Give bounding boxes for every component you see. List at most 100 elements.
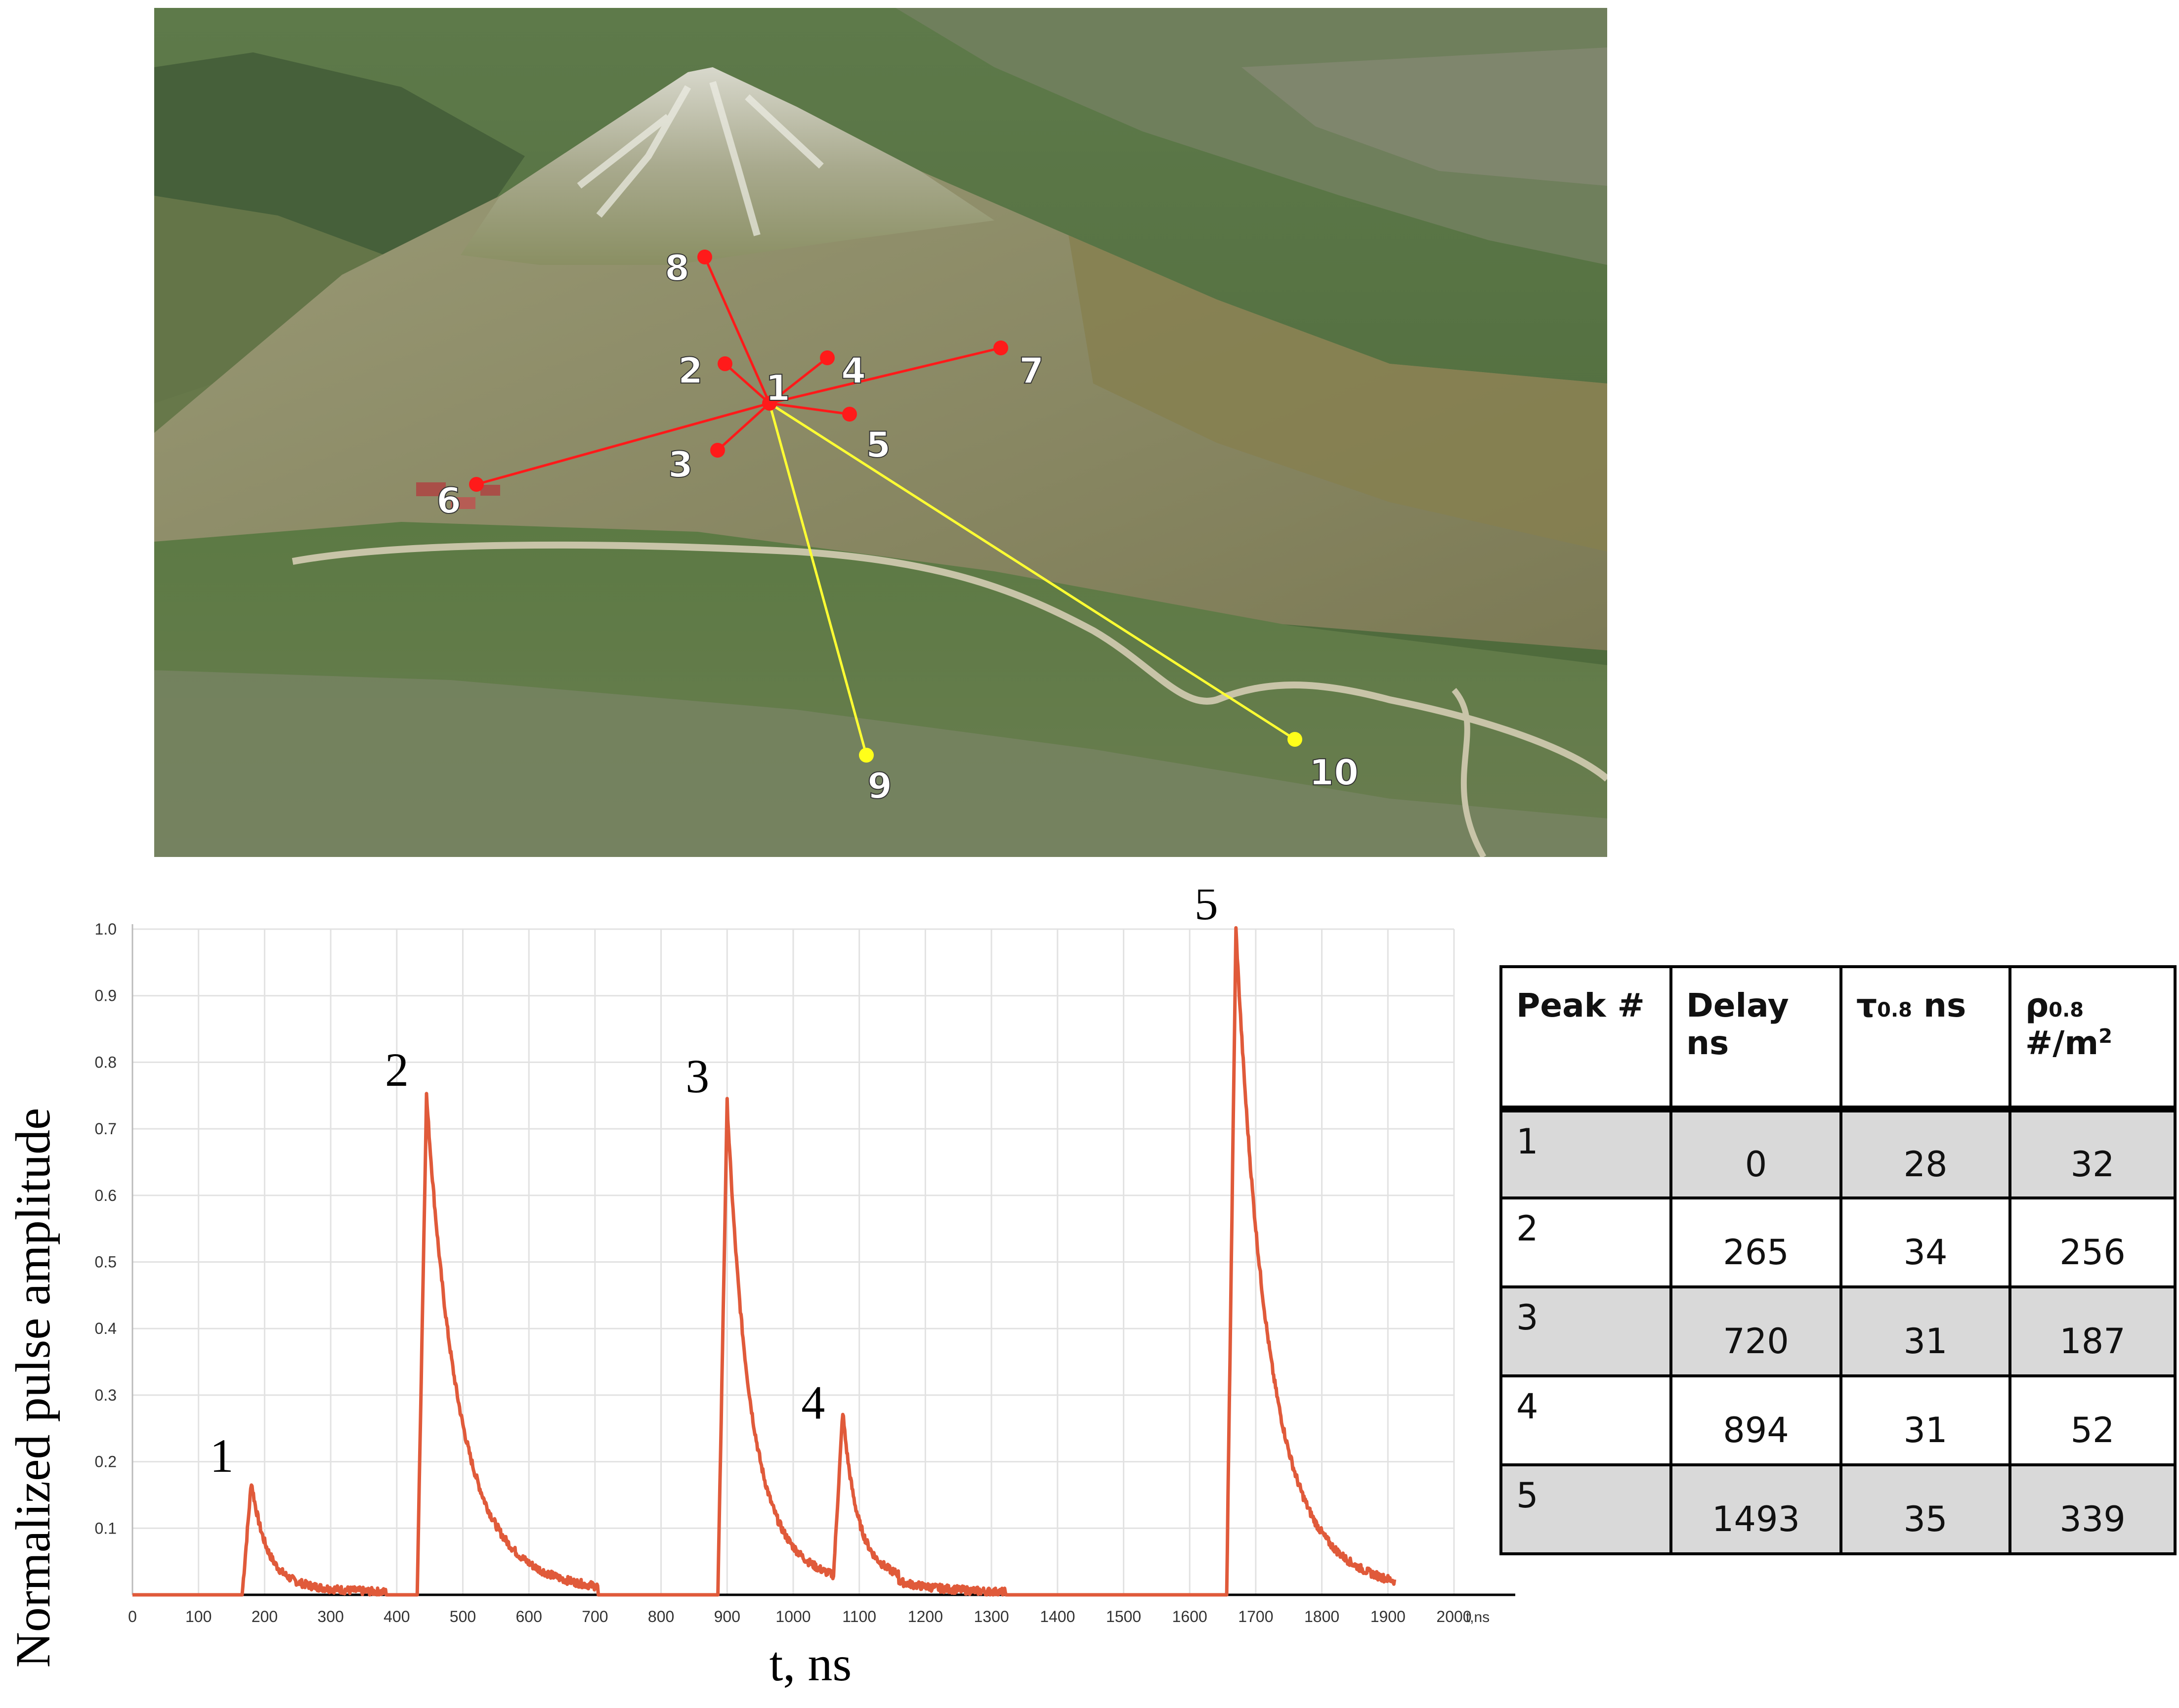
station-label: 5 (866, 424, 891, 466)
header-delay: Delay ns (1669, 965, 1842, 1112)
station-4: 4 (820, 349, 866, 392)
pulse-chart: 0 100 200 300 400 500 600 700 800 900 1000 1100 1200… (5, 890, 1515, 1691)
y-tick-label: 0.7 (95, 1120, 117, 1138)
header-rho: ρ0.8 #/m2 (2008, 965, 2177, 1112)
x-tick-label: 700 (582, 1608, 608, 1625)
y-tick-label: 0.6 (95, 1187, 117, 1204)
x-tick-label: 600 (516, 1608, 542, 1625)
y-tick-label: 0.5 (95, 1253, 117, 1271)
cell-peak: 4 (1499, 1374, 1672, 1466)
cell-rho: 187 (2008, 1285, 2177, 1377)
peak-label: 3 (685, 1050, 709, 1103)
cell-tau: 31 (1839, 1374, 2011, 1466)
y-tick-labels: 0.1 0.2 0.3 0.4 0.5 0.6 0.7 0.8 0.9 1.0 (95, 920, 117, 1537)
station-label: 6 (436, 480, 461, 521)
header-rho-subscript: 0.8 (2049, 999, 2084, 1022)
x-tick-unit: t,ns (1466, 1609, 1490, 1625)
terrain-map: 1 2 3 4 5 6 7 8 9 10 (154, 8, 1607, 857)
y-tick-label: 0.3 (95, 1386, 117, 1404)
header-tau-symbol: τ (1856, 986, 1878, 1025)
y-tick-label: 0.1 (95, 1519, 117, 1537)
x-tick-label: 0 (128, 1608, 137, 1625)
station-marker (820, 350, 835, 365)
x-tick-label: 1700 (1238, 1608, 1273, 1625)
x-tick-label: 1900 (1370, 1608, 1406, 1625)
station-1: 1 (762, 367, 791, 411)
peak-table: Peak # Delay ns τ0.8 ns ρ0.8 #/m2 1 0 28… (1499, 965, 2177, 1555)
header-rho-symbol: ρ (2025, 986, 2049, 1025)
cell-delay: 265 (1669, 1196, 1842, 1288)
x-tick-label: 1400 (1040, 1608, 1075, 1625)
cell-peak: 2 (1499, 1196, 1672, 1288)
header-delay-unit: ns (1686, 1024, 1729, 1062)
station-marker (697, 250, 712, 264)
station-marker (1287, 732, 1302, 747)
cell-tau: 34 (1839, 1196, 2011, 1288)
chart-grid (131, 928, 1455, 1595)
cell-peak: 5 (1499, 1463, 1672, 1555)
cell-delay: 894 (1669, 1374, 1842, 1466)
x-tick-label: 1800 (1304, 1608, 1339, 1625)
x-tick-label: 1500 (1106, 1608, 1141, 1625)
pulse-line (131, 926, 1397, 1597)
table-row: 3 720 31 187 (1499, 1285, 2177, 1377)
y-tick-label: 0.4 (95, 1320, 117, 1337)
y-tick-label: 0.8 (95, 1053, 117, 1071)
peak-label: 2 (385, 1043, 409, 1096)
station-9: 9 (859, 748, 893, 807)
x-tick-label: 200 (252, 1608, 278, 1625)
cell-rho: 256 (2008, 1196, 2177, 1288)
station-label: 2 (678, 350, 703, 391)
station-marker (842, 407, 857, 422)
x-tick-label: 800 (648, 1608, 674, 1625)
station-label: 8 (665, 247, 689, 289)
cell-rho: 339 (2008, 1463, 2177, 1555)
station-marker (993, 341, 1008, 355)
peak-label: 5 (1195, 890, 1218, 930)
x-tick-labels: 0 100 200 300 400 500 600 700 800 900 1000 1100 1200… (128, 1608, 1490, 1625)
header-rho-superscript: 2 (2098, 1025, 2113, 1048)
x-tick-label: 1100 (842, 1608, 876, 1625)
station-marker (718, 356, 732, 371)
y-axis-label: Normalized pulse amplitude (5, 1108, 60, 1667)
x-tick-label: 1000 (775, 1608, 811, 1625)
x-tick-label: 1200 (908, 1608, 943, 1625)
x-tick-label: 400 (384, 1608, 410, 1625)
cell-delay: 720 (1669, 1285, 1842, 1377)
station-3: 3 (668, 443, 725, 486)
station-marker (859, 748, 874, 763)
x-tick-label: 100 (185, 1608, 212, 1625)
header-peak-label: Peak # (1516, 986, 1645, 1025)
peak-label: 1 (210, 1429, 234, 1482)
table-row: 2 265 34 256 (1499, 1196, 2177, 1288)
header-tau: τ0.8 ns (1839, 965, 2011, 1112)
table-row: 4 894 31 52 (1499, 1374, 2177, 1466)
header-peak: Peak # (1499, 965, 1672, 1112)
cell-delay: 0 (1669, 1108, 1842, 1199)
station-marker (469, 477, 484, 492)
y-tick-label: 1.0 (95, 920, 117, 938)
station-marker (762, 396, 777, 411)
header-tau-unit: ns (1923, 986, 1966, 1025)
cell-rho: 32 (2008, 1108, 2177, 1199)
station-6: 6 (436, 477, 484, 522)
peak-labels: 1 2 3 4 5 (210, 890, 1218, 1482)
cell-peak: 1 (1499, 1108, 1672, 1199)
table-row: 5 1493 35 339 (1499, 1463, 2177, 1555)
x-tick-label: 1600 (1172, 1608, 1207, 1625)
station-label: 3 (668, 444, 693, 485)
x-tick-label: 300 (317, 1608, 343, 1625)
cell-tau: 35 (1839, 1463, 2011, 1555)
station-label: 1 (766, 367, 790, 409)
x-tick-label: 900 (714, 1608, 740, 1625)
cell-delay: 1493 (1669, 1463, 1842, 1555)
station-8: 8 (664, 247, 712, 289)
terrain-image: 1 2 3 45 6 7 8 9 10 (154, 8, 1607, 857)
station-7: 7 (993, 341, 1044, 392)
cell-tau: 31 (1839, 1285, 2011, 1377)
station-5: 5 (842, 407, 891, 466)
y-tick-label: 0.2 (95, 1453, 117, 1471)
table-row: 1 0 28 32 (1499, 1108, 2177, 1199)
cell-peak: 3 (1499, 1285, 1672, 1377)
station-label: 7 (1019, 350, 1044, 391)
